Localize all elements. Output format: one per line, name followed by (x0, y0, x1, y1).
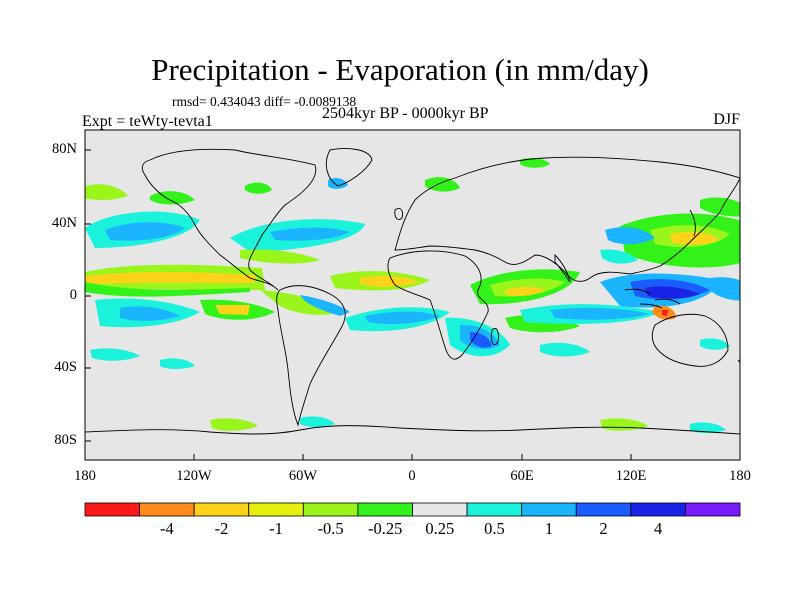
axis-ticks (84, 149, 741, 460)
y-tick-label: 80S (54, 432, 77, 448)
colorbar-label: 1 (544, 519, 554, 538)
colorbar (84, 502, 741, 517)
colorbar-swatch (521, 502, 577, 517)
pe-anomaly-field (85, 157, 740, 433)
experiment-label: Expt = teWty-tevta1 (82, 113, 213, 130)
colorbar-swatch (357, 502, 413, 517)
x-tick-label: 0 (408, 468, 416, 484)
colorbar-label: -0.5 (317, 519, 344, 538)
y-tick-label: 80N (52, 141, 77, 157)
colorbar-label: -2 (214, 519, 229, 538)
colorbar-swatch (630, 502, 686, 517)
x-tick-label: 60W (288, 468, 318, 484)
colorbar-swatch (193, 502, 250, 517)
colorbar-swatch (412, 502, 468, 517)
colorbar-label: 4 (654, 519, 663, 538)
colorbar-label: -4 (160, 519, 174, 538)
colorbar-swatch (248, 502, 304, 517)
colorbar-label: 0.5 (484, 519, 505, 538)
colorbar-swatch (139, 502, 195, 517)
coastlines (85, 148, 740, 435)
x-tick-label: 60E (510, 468, 534, 484)
colorbar-swatch (84, 502, 140, 517)
colorbar-label: -1 (269, 519, 283, 538)
colorbar-label: -0.25 (368, 519, 403, 538)
y-tick-label: 0 (69, 287, 77, 303)
rmsd-diff-stats: rmsd= 0.434043 diff= -0.0089138 (172, 94, 357, 109)
season-label: DJF (713, 111, 740, 128)
y-tick-label: 40N (52, 215, 77, 231)
x-tick-label: 120E (615, 468, 647, 484)
x-tick-label: 180 (729, 468, 751, 484)
colorbar-swatch (466, 502, 523, 517)
colorbar-label: 0.25 (425, 519, 455, 538)
colorbar-swatch (575, 502, 632, 517)
y-tick-label: 40S (54, 359, 77, 375)
colorbar-swatch (685, 502, 741, 517)
x-tick-label: 180 (74, 468, 96, 484)
colorbar-label: 2 (599, 519, 608, 538)
colorbar-swatch (302, 502, 359, 517)
map-title: Precipitation - Evaporation (in mm/day) (151, 52, 649, 87)
period-label: 2504kyr BP - 0000kyr BP (322, 105, 489, 122)
x-tick-label: 120W (176, 468, 212, 484)
